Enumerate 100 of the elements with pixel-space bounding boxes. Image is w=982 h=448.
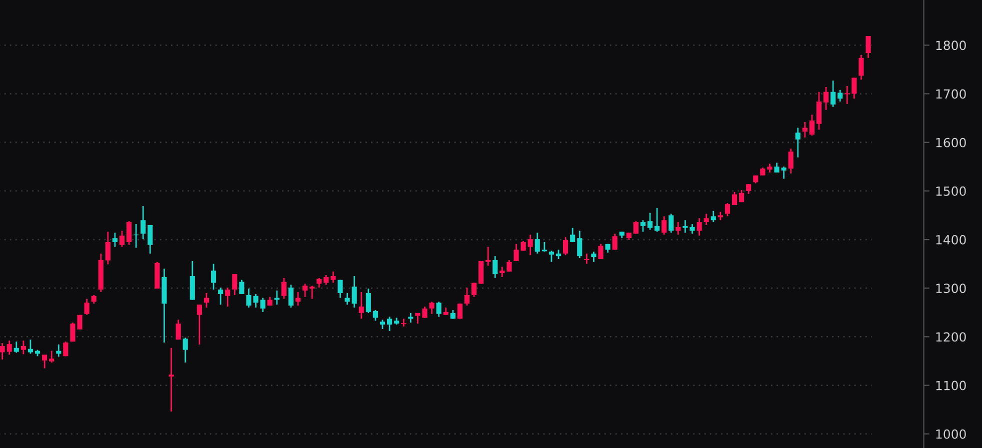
- candlestick: [676, 221, 681, 236]
- candlestick: [14, 340, 19, 354]
- candlestick: [844, 85, 850, 105]
- candlestick: [739, 189, 744, 203]
- candlestick: [429, 301, 434, 315]
- candlestick: [830, 80, 836, 108]
- candlestick: [196, 304, 202, 346]
- candlestick: [239, 279, 244, 295]
- candlestick: [105, 231, 110, 266]
- candlestick: [260, 297, 266, 313]
- candlestick: [654, 207, 660, 232]
- candlestick: [408, 312, 414, 324]
- candlestick: [816, 91, 822, 130]
- candlestick: [457, 302, 462, 320]
- candlestick: [486, 246, 491, 266]
- candlestick: [795, 127, 800, 158]
- candlestick: [324, 274, 329, 286]
- candlestick: [492, 255, 498, 279]
- candlestick: [640, 219, 646, 232]
- candlestick: [148, 224, 153, 254]
- candlestick: [352, 275, 357, 308]
- candlestick: [668, 213, 674, 234]
- candlestick: [781, 166, 786, 180]
- candlestick: [288, 284, 294, 308]
- candlestick: [577, 230, 582, 259]
- y-tick-label: 1400: [936, 235, 966, 244]
- candlestick: [838, 89, 843, 102]
- y-tick-label: 1100: [936, 380, 966, 390]
- candlestick: [84, 298, 90, 316]
- candlestick: [788, 148, 794, 174]
- y-tick-label: 1700: [936, 89, 966, 99]
- candlestick: [401, 318, 406, 328]
- candlestick: [534, 232, 540, 254]
- candlestick: [824, 86, 829, 111]
- candlestick: [126, 220, 132, 246]
- candlestick: [168, 347, 174, 412]
- candlestick: [436, 301, 442, 318]
- candlestick: [176, 319, 181, 340]
- candlestick: [556, 249, 562, 260]
- candlestick: [570, 227, 576, 243]
- candlestick: [218, 286, 224, 306]
- candlestick: [182, 337, 188, 364]
- candlestick: [633, 220, 638, 234]
- candlestick: [190, 260, 195, 300]
- candlestick: [471, 282, 477, 298]
- candlestick: [662, 216, 667, 236]
- candlestick: [358, 291, 364, 320]
- candlestick: [338, 279, 343, 299]
- candlestick: [710, 210, 716, 223]
- candlestick: [584, 252, 590, 265]
- candlestick: [732, 191, 738, 206]
- y-tick-label: 1500: [936, 186, 966, 196]
- candlestick: [464, 286, 470, 306]
- candlestick: [281, 277, 286, 300]
- candlestick: [422, 306, 428, 318]
- candlestick: [0, 342, 5, 360]
- candlestick: [696, 217, 702, 236]
- y-tick-label: 1600: [936, 138, 966, 148]
- candlestick: [612, 233, 618, 250]
- candlestick: [6, 340, 12, 356]
- candlestick: [42, 354, 48, 370]
- candlestick: [852, 77, 857, 100]
- candlestick: [478, 260, 484, 284]
- candlestick: [119, 230, 125, 248]
- candlestick: [866, 35, 871, 59]
- candlestick: [366, 288, 371, 314]
- candlestick: [647, 212, 653, 231]
- y-tick-label: 1200: [936, 332, 966, 342]
- candlestick: [563, 236, 568, 256]
- candlestick: [112, 232, 118, 248]
- candlestick: [858, 54, 864, 80]
- candlestick: [210, 263, 216, 290]
- candlestick: [225, 286, 230, 308]
- candlestick: [548, 250, 554, 263]
- candlestick: [724, 202, 730, 217]
- candlestick: [20, 340, 26, 355]
- candlestick: [49, 350, 54, 364]
- candlestick: [809, 114, 814, 136]
- candlestick: [746, 183, 752, 195]
- candlestick: [591, 251, 596, 263]
- candlestick: [274, 290, 280, 306]
- candlestick: [372, 309, 378, 322]
- candlestick: [63, 340, 68, 357]
- y-tick-label: 1300: [936, 284, 966, 294]
- candlestick: [704, 213, 709, 226]
- candlestick: [500, 266, 505, 278]
- candlestick: [316, 277, 322, 288]
- candlestick: [774, 162, 780, 174]
- candlestick: [528, 234, 533, 256]
- candlestick: [302, 283, 308, 298]
- candlestick: [598, 243, 604, 260]
- y-tick-label: 1000: [936, 429, 966, 439]
- y-tick-label: 1800: [936, 40, 966, 50]
- candlestick: [380, 319, 386, 330]
- candlestick: [28, 338, 34, 354]
- candlestick: [387, 316, 392, 332]
- candlestick: [330, 270, 336, 284]
- candlestick: [204, 292, 210, 308]
- candlestick: [140, 205, 146, 240]
- candlestick: [514, 243, 519, 262]
